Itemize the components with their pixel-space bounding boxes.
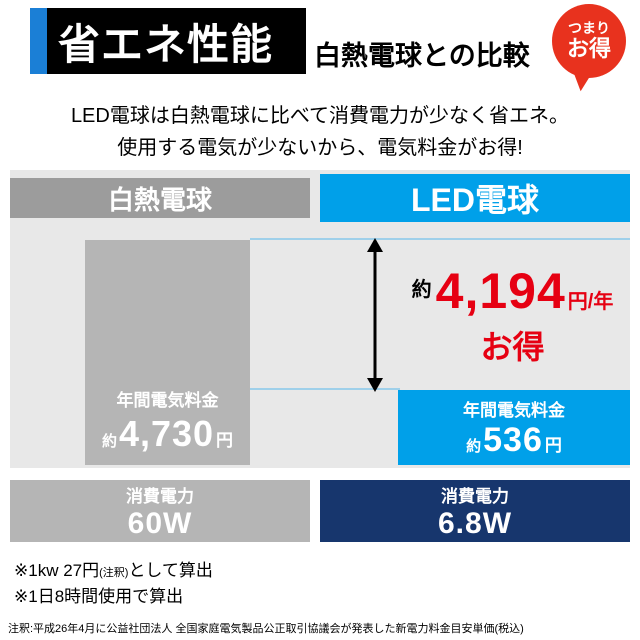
banner-accent-stripe xyxy=(30,8,47,74)
savings-amount-line: 約4,194 円/年 xyxy=(395,262,630,320)
power-box-incandescent: 消費電力 60W xyxy=(10,480,310,542)
bubble-text-line1: つまり xyxy=(568,20,610,37)
intro-text: LED電球は白熱電球に比べて消費電力が少なく省エネ。 使用する電気が少ないから、… xyxy=(0,100,640,164)
footnote-1-suffix: として算出 xyxy=(128,561,213,580)
bar-incandescent-cost: 年間電気料金 約4,730 円 xyxy=(85,240,250,465)
column-header-led: LED電球 xyxy=(320,174,630,222)
led-power-label: 消費電力 xyxy=(441,486,509,506)
power-box-led: 消費電力 6.8W xyxy=(320,480,630,542)
guide-line-top xyxy=(250,238,630,240)
led-cost-value-line: 約536 円 xyxy=(466,421,562,460)
title-banner: 省エネ性能 xyxy=(30,8,306,74)
speech-bubble: つまり お得 xyxy=(552,4,626,78)
intro-line1: LED電球は白熱電球に比べて消費電力が少なく省エネ。 xyxy=(70,105,570,127)
savings-label: お得 xyxy=(480,329,545,365)
column-header-incandescent: 白熱電球 xyxy=(10,178,310,218)
footnote-1: ※1kw 27円(注釈)として算出 xyxy=(14,558,213,584)
incandescent-power-label: 消費電力 xyxy=(126,486,194,506)
led-cost-unit: 円 xyxy=(544,435,562,455)
bar-led-cost: 年間電気料金 約536 円 xyxy=(398,390,630,465)
intro-line2: 使用する電気が少ないから、電気料金がお得! xyxy=(117,137,523,159)
savings-annotation: 約4,194 円/年 お得 xyxy=(395,262,630,368)
guide-line-bottom xyxy=(250,388,400,390)
footnotes: ※1kw 27円(注釈)として算出 ※1日8時間使用で算出 xyxy=(14,558,213,611)
savings-unit: 円/年 xyxy=(567,291,614,313)
savings-difference-arrow xyxy=(367,238,383,392)
incandescent-cost-label: 年間電気料金 xyxy=(116,391,219,410)
incandescent-power-value: 60W xyxy=(127,506,193,540)
footnote-1-prefix: ※1kw 27円 xyxy=(14,561,100,580)
led-cost-approx: 約 xyxy=(466,437,482,455)
footnote-2: ※1日8時間使用で算出 xyxy=(14,587,184,607)
led-power-value: 6.8W xyxy=(437,506,513,540)
legal-note: 注釈:平成26年4月に公益社団法人 全国家庭電気製品公正取引協議会が発表した新電… xyxy=(8,623,524,635)
led-cost-label: 年間電気料金 xyxy=(463,400,565,420)
savings-value: 4,194 xyxy=(435,263,566,319)
incandescent-cost-unit: 円 xyxy=(216,431,234,450)
incandescent-cost-approx: 約 xyxy=(101,433,117,450)
page-title: 省エネ性能 xyxy=(58,20,274,68)
incandescent-cost-value: 4,730 xyxy=(118,413,215,454)
savings-approx: 約 xyxy=(411,279,432,301)
incandescent-cost-value-line: 約4,730 円 xyxy=(102,413,233,455)
page-subtitle: 白熱電球との比較 xyxy=(314,41,530,71)
led-cost-value: 536 xyxy=(483,420,543,459)
bubble-text-line2: お得 xyxy=(566,36,611,62)
footnote-1-small: (注釈) xyxy=(99,567,129,579)
